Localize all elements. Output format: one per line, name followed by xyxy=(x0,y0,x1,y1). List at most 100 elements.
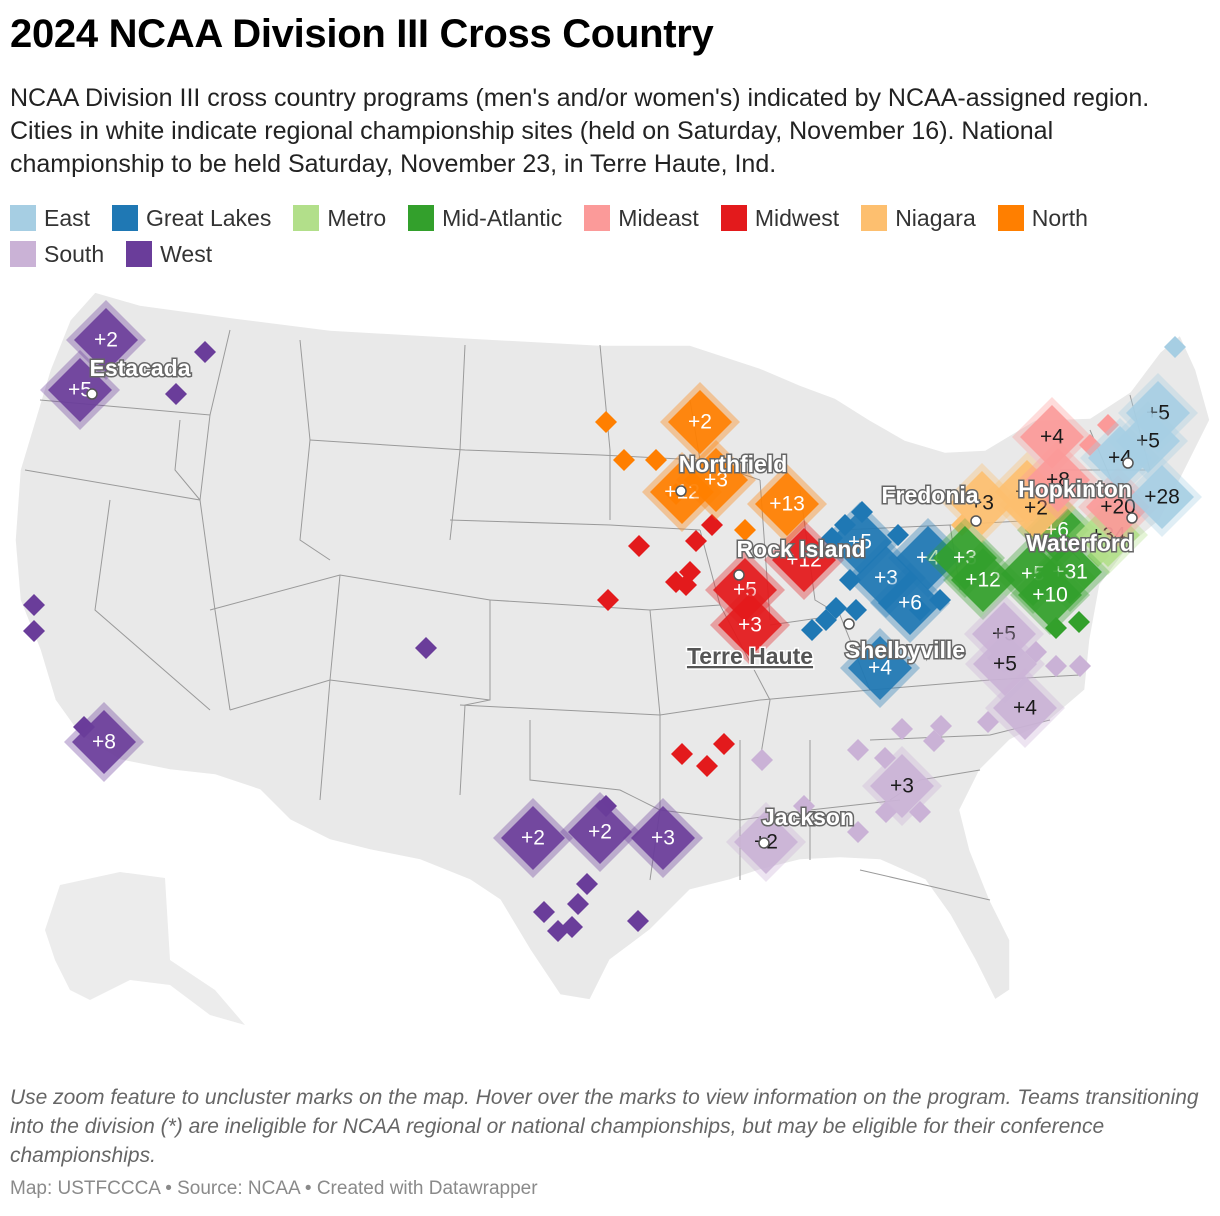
cluster-diamond[interactable] xyxy=(848,636,912,700)
legend-item[interactable]: Niagara xyxy=(861,203,976,233)
cluster-marker[interactable]: +10 xyxy=(1010,555,1090,635)
legend-item[interactable]: South xyxy=(10,239,104,269)
cluster-diamond[interactable] xyxy=(1088,426,1152,490)
cluster-diamond[interactable] xyxy=(1020,405,1084,469)
program-marker[interactable] xyxy=(751,749,773,771)
program-marker[interactable] xyxy=(547,920,569,942)
program-marker[interactable] xyxy=(801,619,823,641)
cluster-marker[interactable]: +3 xyxy=(710,585,790,665)
cluster-diamond[interactable] xyxy=(668,390,732,454)
cluster-marker[interactable]: +2 xyxy=(66,300,146,380)
cluster-marker[interactable]: +6 xyxy=(870,563,950,643)
program-marker[interactable] xyxy=(1069,655,1091,677)
program-marker[interactable] xyxy=(793,795,815,817)
program-marker[interactable] xyxy=(847,821,869,843)
cluster-diamond[interactable] xyxy=(501,806,565,870)
cluster-marker[interactable]: +2 xyxy=(560,792,640,872)
cluster-diamond[interactable] xyxy=(631,806,695,870)
legend-item[interactable]: East xyxy=(10,203,90,233)
program-marker[interactable] xyxy=(839,569,861,591)
cluster-marker[interactable]: +3 xyxy=(942,463,1022,543)
program-marker[interactable] xyxy=(909,801,931,823)
program-marker[interactable] xyxy=(23,594,45,616)
cluster-marker[interactable]: +2 xyxy=(660,382,740,462)
cluster-marker[interactable]: +3 xyxy=(623,798,703,878)
program-marker[interactable] xyxy=(701,514,723,536)
cluster-marker[interactable]: +28 xyxy=(1122,457,1202,537)
program-marker[interactable] xyxy=(194,341,216,363)
cluster-marker[interactable]: +12 xyxy=(764,520,844,600)
cluster-diamond[interactable] xyxy=(951,548,1015,612)
program-marker[interactable] xyxy=(415,637,437,659)
legend-item[interactable]: Mideast xyxy=(584,203,699,233)
program-marker[interactable] xyxy=(977,711,999,733)
national-site-label: Terre Haute xyxy=(687,643,813,669)
program-marker[interactable] xyxy=(595,411,617,433)
cluster-diamond[interactable] xyxy=(568,800,632,864)
program-marker[interactable] xyxy=(734,519,756,541)
cluster-diamond[interactable] xyxy=(1130,465,1194,529)
cluster-marker[interactable]: +8 xyxy=(64,702,144,782)
program-marker[interactable] xyxy=(685,530,707,552)
cluster-marker[interactable]: +4 xyxy=(1012,397,1092,477)
program-marker[interactable] xyxy=(713,733,735,755)
cluster-diamond[interactable] xyxy=(1018,563,1082,627)
cluster-marker[interactable]: +13 xyxy=(747,464,827,544)
cluster-diamond[interactable] xyxy=(772,528,836,592)
program-marker[interactable] xyxy=(825,597,847,619)
us-map[interactable]: +2+5+8+2+2+3+2+12+3+13+12+5+3+5+4+3+6+4+… xyxy=(0,280,1220,1070)
border-line xyxy=(94,499,211,711)
program-marker[interactable] xyxy=(845,599,867,621)
program-marker[interactable] xyxy=(675,574,697,596)
cluster-marker[interactable]: +3 xyxy=(676,440,756,520)
program-marker[interactable] xyxy=(1068,611,1090,633)
cluster-marker[interactable]: +3 xyxy=(862,746,942,826)
cluster-marker[interactable]: +2 xyxy=(493,798,573,878)
cluster-diamond[interactable] xyxy=(718,593,782,657)
program-marker[interactable] xyxy=(847,739,869,761)
program-marker[interactable] xyxy=(613,449,635,471)
program-marker[interactable] xyxy=(567,893,589,915)
cluster-diamond[interactable] xyxy=(72,710,136,774)
program-marker[interactable] xyxy=(576,873,598,895)
program-marker[interactable] xyxy=(645,449,667,471)
legend-item[interactable]: Midwest xyxy=(720,203,839,233)
cluster-marker[interactable]: +8 xyxy=(1018,440,1098,520)
footer-credits[interactable]: Map: USTFCCCA • Source: NCAA • Created w… xyxy=(10,1178,538,1199)
cluster-diamond[interactable] xyxy=(870,754,934,818)
program-marker[interactable] xyxy=(23,620,45,642)
program-marker[interactable] xyxy=(533,901,555,923)
cluster-diamond[interactable] xyxy=(48,358,112,422)
program-marker[interactable] xyxy=(891,718,913,740)
program-marker[interactable] xyxy=(671,743,693,765)
legend-item[interactable]: Metro xyxy=(293,203,386,233)
cluster-diamond[interactable] xyxy=(74,308,138,372)
cluster-diamond[interactable] xyxy=(755,472,819,536)
program-marker[interactable] xyxy=(1164,336,1186,358)
program-marker[interactable] xyxy=(628,535,650,557)
cluster-marker[interactable]: +5 xyxy=(40,350,120,430)
program-marker[interactable] xyxy=(887,524,909,546)
program-marker[interactable] xyxy=(874,747,896,769)
cluster-diamond[interactable] xyxy=(1026,448,1090,512)
cluster-diamond[interactable] xyxy=(684,448,748,512)
region-clusters[interactable]: +2+5+8+2+2+3+2+12+3+13+12+5+3+5+4+3+6+4+… xyxy=(40,300,1202,882)
cluster-diamond[interactable] xyxy=(950,471,1014,535)
cluster-marker[interactable]: +12 xyxy=(943,540,1023,620)
cluster-marker[interactable]: +4 xyxy=(985,668,1065,748)
program-marker[interactable] xyxy=(1097,414,1119,436)
legend-item[interactable]: Great Lakes xyxy=(112,203,271,233)
cluster-diamond[interactable] xyxy=(878,571,942,635)
legend-item[interactable]: West xyxy=(126,239,212,269)
program-marker[interactable] xyxy=(627,910,649,932)
cluster-diamond[interactable] xyxy=(993,676,1057,740)
cluster-marker[interactable]: +4 xyxy=(840,628,920,708)
cluster-marker[interactable]: +20 xyxy=(1078,467,1158,547)
program-marker[interactable] xyxy=(597,589,619,611)
legend-item[interactable]: Mid-Atlantic xyxy=(408,203,562,233)
legend-item[interactable]: North xyxy=(997,203,1088,233)
program-marker[interactable] xyxy=(930,715,952,737)
program-marker[interactable] xyxy=(165,383,187,405)
program-marker[interactable] xyxy=(1045,655,1067,677)
program-marker[interactable] xyxy=(696,755,718,777)
